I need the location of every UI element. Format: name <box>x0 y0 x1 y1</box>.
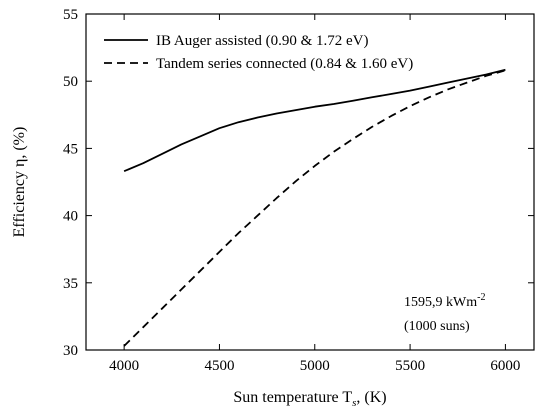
y-tick-label-40: 40 <box>63 209 78 225</box>
x-tick-label-4500: 4500 <box>204 358 234 374</box>
plot-frame <box>85 13 535 351</box>
x-axis-label-unit: , (K) <box>356 389 386 406</box>
axis-ticks: 4000 4500 5000 5500 6000 30 35 40 45 50 55 <box>63 7 534 374</box>
y-tick-label-35: 35 <box>63 276 78 292</box>
y-tick-label-50: 50 <box>63 74 78 90</box>
legend-label-tandem: Tandem series connected (0.84 & 1.60 eV) <box>156 56 413 72</box>
x-tick-label-6000: 6000 <box>490 358 520 374</box>
y-tick-label-30: 30 <box>63 343 78 359</box>
legend-label-ib-auger: IB Auger assisted (0.90 & 1.72 eV) <box>156 33 368 49</box>
series-line-1 <box>123 69 506 347</box>
annotation-irradiance: 1595,9 kWm-2 <box>404 292 485 310</box>
annotation-irradiance-value: 1595,9 kWm <box>404 295 477 310</box>
x-axis-label: Sun temperature Ts, (K) <box>233 389 386 408</box>
irradiance-annotation: 1595,9 kWm-2 (1000 suns) <box>404 292 485 334</box>
y-axis-label: Efficiency η, (%) <box>11 127 28 238</box>
series-layer <box>123 68 506 347</box>
legend: IB Auger assisted (0.90 & 1.72 eV) Tande… <box>104 33 413 72</box>
y-tick-label-55: 55 <box>63 7 78 23</box>
annotation-irradiance-exponent: -2 <box>477 292 485 303</box>
series-line-0 <box>123 68 506 173</box>
x-tick-label-5000: 5000 <box>300 358 330 374</box>
y-tick-label-45: 45 <box>63 141 78 157</box>
x-axis-label-sub: s <box>352 397 356 408</box>
x-tick-label-4000: 4000 <box>109 358 139 374</box>
x-axis-label-main: Sun temperature T <box>233 389 352 406</box>
x-tick-label-5500: 5500 <box>395 358 425 374</box>
annotation-suns: (1000 suns) <box>404 319 470 334</box>
